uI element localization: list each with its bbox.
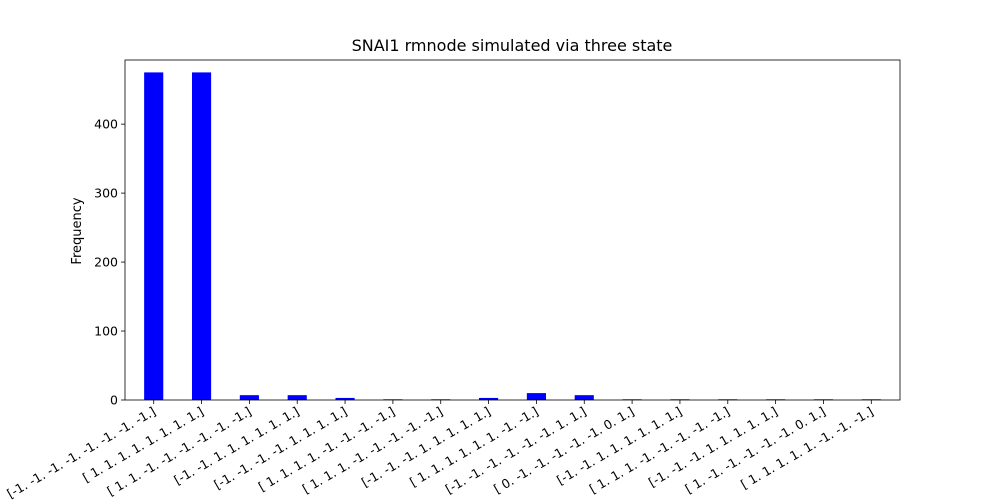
bar xyxy=(526,393,546,400)
bar xyxy=(144,72,164,400)
chart-title: SNAI1 rmnode simulated via three state xyxy=(352,36,673,55)
y-tick-label: 100 xyxy=(94,324,118,339)
bar xyxy=(335,397,355,400)
bar xyxy=(574,395,594,400)
y-tick-label: 300 xyxy=(94,186,118,201)
y-tick-label: 0 xyxy=(110,393,118,408)
bar xyxy=(479,397,499,400)
bar xyxy=(239,395,259,400)
y-tick-label: 200 xyxy=(94,255,118,270)
y-tick-label: 400 xyxy=(94,117,118,132)
y-axis-label: Frequency xyxy=(70,197,85,264)
bar xyxy=(287,395,307,400)
axes-frame xyxy=(124,59,901,401)
bar xyxy=(191,72,212,400)
